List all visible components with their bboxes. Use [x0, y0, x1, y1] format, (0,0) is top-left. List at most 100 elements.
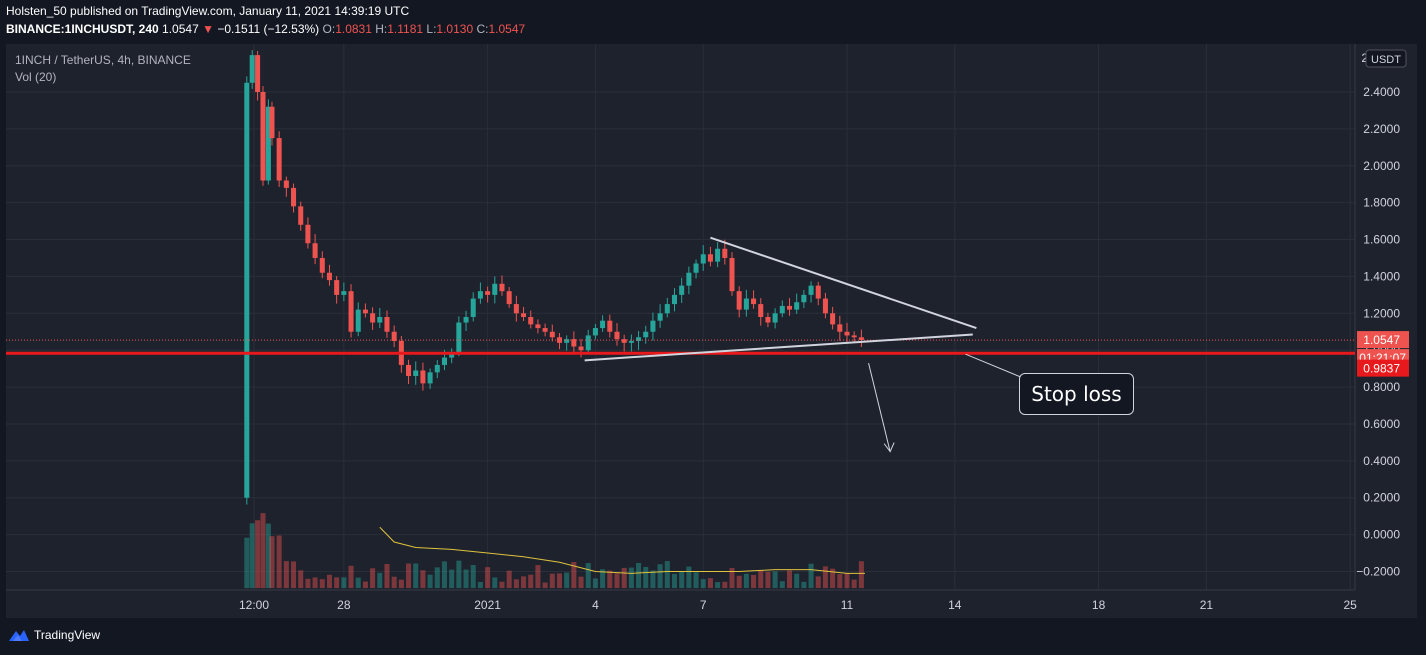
- candle-body: [729, 257, 735, 292]
- volume-bar: [736, 575, 742, 589]
- last-price-tag-label: 1.0547: [1363, 333, 1400, 347]
- candle-body: [808, 285, 814, 295]
- candle-body: [348, 291, 354, 332]
- candle-body: [851, 335, 857, 338]
- candle-body: [249, 55, 255, 83]
- y-tick-label: 1.2000: [1363, 306, 1400, 320]
- candle-body: [549, 331, 555, 338]
- y-tick-label: 0.0000: [1363, 528, 1400, 542]
- candle-body: [319, 257, 325, 273]
- volume-bar: [679, 571, 685, 589]
- y-tick-label: 1.8000: [1363, 196, 1400, 210]
- volume-bar: [319, 579, 325, 589]
- currency-label: USDT: [1371, 54, 1401, 66]
- candle-body: [377, 316, 383, 323]
- volume-bar: [298, 570, 304, 589]
- candle-body: [671, 294, 678, 305]
- price-change: −0.1511 (−12.53%): [217, 22, 320, 36]
- volume-bar: [600, 569, 606, 589]
- volume-bar: [794, 573, 800, 589]
- candle-body: [822, 298, 828, 314]
- candle-body: [844, 331, 850, 336]
- volume-bar: [265, 523, 271, 589]
- candle-body: [391, 331, 397, 341]
- candle-body: [707, 254, 713, 262]
- candle-body: [700, 254, 706, 264]
- volume-bar: [772, 571, 778, 589]
- y-tick-label: 1.6000: [1363, 233, 1400, 247]
- chart-panel[interactable]: [6, 44, 1417, 618]
- candle-body: [341, 291, 347, 295]
- symbol-name: BINANCE:1INCHUSDT, 240: [6, 22, 159, 36]
- candle-body: [794, 302, 800, 310]
- candle-body: [765, 316, 771, 323]
- high-value: 1.1181: [387, 22, 424, 36]
- volume-bar: [743, 573, 749, 589]
- x-tick-label: 2021: [474, 598, 501, 612]
- x-tick-label: 12:00: [239, 598, 269, 612]
- candle-body: [477, 291, 483, 299]
- volume-bar: [722, 581, 728, 589]
- currency-badge: [1365, 49, 1407, 68]
- low-value: 1.0130: [436, 22, 474, 36]
- high-label: H:: [375, 22, 388, 36]
- volume-bar: [470, 565, 476, 589]
- x-tick-label: 28: [337, 598, 351, 612]
- volume-bar: [715, 582, 721, 589]
- volume-bar: [391, 576, 397, 589]
- volume-bar: [830, 568, 836, 589]
- candle-body: [743, 298, 749, 310]
- volume-bar: [779, 581, 785, 589]
- volume-bar: [283, 561, 289, 589]
- volume-bar: [643, 567, 649, 589]
- volume-bar: [291, 561, 297, 589]
- volume-bar: [650, 570, 656, 589]
- x-tick-label: 4: [592, 598, 599, 612]
- publish-info: Holsten_50 published on TradingView.com,…: [6, 4, 410, 18]
- close-label: C:: [476, 22, 489, 36]
- volume-bar: [260, 513, 266, 589]
- candle-body: [449, 352, 455, 358]
- candle-body: [636, 337, 642, 341]
- volume-bar: [463, 569, 469, 589]
- volume-bar: [585, 563, 591, 589]
- candle-body: [456, 322, 462, 353]
- candle-body: [535, 324, 541, 329]
- candle-body: [312, 243, 318, 258]
- candle-body: [260, 92, 266, 181]
- volume-bar: [578, 576, 584, 589]
- volume-bar: [657, 564, 663, 589]
- candle-body: [772, 313, 778, 323]
- close-value: 1.0547: [488, 22, 526, 36]
- volume-bar: [456, 560, 462, 589]
- y-tick-label: 2.2000: [1363, 122, 1400, 136]
- candle-body: [621, 339, 627, 343]
- candle-body: [528, 316, 534, 325]
- x-tick-label: 25: [1343, 598, 1357, 612]
- volume-bar: [492, 577, 498, 589]
- candle-body: [801, 294, 807, 303]
- volume-bar: [441, 561, 447, 589]
- candle-body: [463, 316, 469, 323]
- volume-bar: [801, 581, 807, 589]
- volume-bar: [499, 581, 505, 589]
- volume-bar: [758, 569, 764, 589]
- x-tick-label: 7: [700, 598, 707, 612]
- volume-bar: [564, 572, 570, 589]
- volume-bar: [636, 562, 642, 589]
- tradingview-brand[interactable]: TradingView: [8, 628, 100, 642]
- candle-body: [722, 248, 728, 258]
- volume-bar: [700, 579, 706, 589]
- volume-legend: Vol (20): [15, 70, 57, 84]
- volume-bar: [571, 561, 577, 589]
- volume-bar: [542, 582, 548, 589]
- volume-bar: [334, 577, 340, 589]
- volume-bar: [786, 570, 793, 589]
- candle-body: [585, 335, 591, 351]
- stop-loss-callout[interactable]: Stop loss: [1019, 373, 1134, 415]
- y-tick-label: 2.4000: [1363, 85, 1400, 99]
- candle-body: [679, 285, 685, 295]
- candle-body: [779, 305, 785, 314]
- tradingview-logo-icon: [9, 630, 29, 641]
